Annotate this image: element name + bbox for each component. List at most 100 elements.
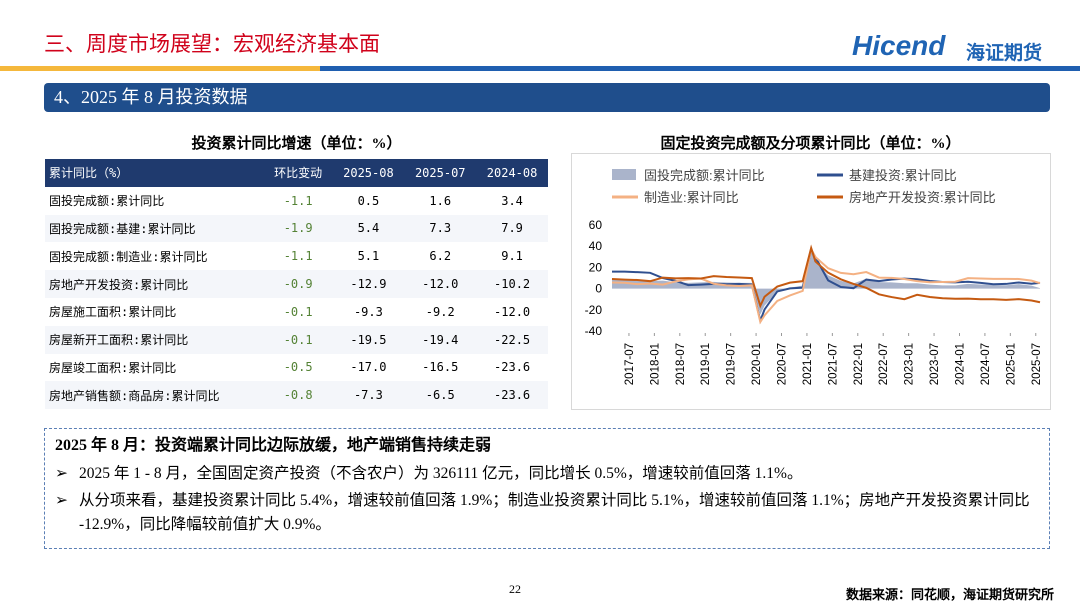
table-row: 房屋施工面积:累计同比 -0.1 -9.3 -9.2 -12.0 <box>45 298 548 326</box>
table-cell: 6.2 <box>429 249 452 264</box>
notes-box: 2025 年 8 月：投资端累计同比边际放缓，地产端销售持续走弱 ➢ 2025 年… <box>44 428 1050 549</box>
chart: -40 -20 0 20 40 60 2017-07 2018-01 2018-07 2019-0… <box>571 153 1051 410</box>
x-tick-label: 2018-07 <box>675 343 687 385</box>
table-cell: 固投完成额:基建:累计同比 <box>45 214 264 243</box>
x-tick-label: 2018-01 <box>649 343 661 385</box>
table-cell: -23.6 <box>476 381 548 410</box>
table-cell: -16.5 <box>422 360 459 375</box>
table-cell: -12.9 <box>332 270 405 298</box>
table-cell: -0.8 <box>263 381 333 410</box>
table-cell: -23.6 <box>494 360 531 375</box>
table-cell: -10.2 <box>476 270 548 298</box>
table-cell: 房屋施工面积:累计同比 <box>49 305 177 320</box>
table-cell: -1.1 <box>283 193 313 208</box>
y-tick-label: 40 <box>589 239 603 253</box>
logo-cn: 海证期货 <box>966 42 1043 64</box>
bullet-text: 2025 年 1 - 8 月，全国固定资产投资（不含农户）为 326111 亿元… <box>79 465 803 482</box>
table-cell: 房屋新开工面积:累计同比 <box>45 325 264 354</box>
x-tick-label: 2023-01 <box>904 343 916 385</box>
x-tick-label: 2021-07 <box>827 343 839 385</box>
table-cell: -6.5 <box>404 381 477 410</box>
table-row: 固投完成额:累计同比 -1.1 0.5 1.6 3.4 <box>45 187 548 215</box>
x-tick-label: 2023-07 <box>929 343 941 385</box>
column-header: 累计同比（%） <box>45 159 264 187</box>
table-cell: 房屋竣工面积:累计同比 <box>49 360 177 375</box>
table-cell: -17.0 <box>350 360 387 375</box>
column-header: 2025-08 <box>332 159 405 187</box>
column-header: 环比变动 <box>263 159 333 187</box>
y-tick-label: 60 <box>589 218 603 232</box>
table-cell: -22.5 <box>476 325 548 354</box>
x-tick-label: 2025-07 <box>1031 343 1043 385</box>
x-tick-label: 2019-07 <box>726 343 738 385</box>
legend-label: 房地产开发投资:累计同比 <box>849 190 996 205</box>
table-row: 房屋新开工面积:累计同比 -0.1 -19.5 -19.4 -22.5 <box>45 325 548 354</box>
table-cell: 固投完成额:制造业:累计同比 <box>49 249 208 264</box>
logo-en: Hicend <box>852 30 946 61</box>
table-title: 投资累计同比增速（单位：%） <box>191 136 402 152</box>
table-cell: 5.1 <box>357 249 380 264</box>
section-title: 4、2025 年 8 月投资数据 <box>44 83 1050 112</box>
legend-label: 固投完成额:累计同比 <box>644 168 765 183</box>
column-header: 2025-07 <box>404 159 477 187</box>
table-cell: -19.4 <box>404 325 477 354</box>
y-tick-label: 0 <box>595 282 602 296</box>
table-cell: -0.9 <box>263 270 333 298</box>
table-cell: 5.4 <box>332 214 405 243</box>
source: 数据来源：同花顺，海证期货研究所 <box>845 588 1054 603</box>
line <box>611 244 1041 309</box>
x-tick-label: 2017-07 <box>624 343 636 385</box>
table-cell: 7.9 <box>476 214 548 243</box>
stripe <box>0 66 320 71</box>
x-tick-label: 2020-01 <box>751 343 763 385</box>
table-cell: 固投完成额:累计同比 <box>49 194 165 209</box>
table-cell: -9.2 <box>425 304 455 319</box>
bullet: ➢ 2025 年 1 - 8 月，全国固定资产投资（不含农户）为 326111 亿… <box>55 459 1039 489</box>
column-header: 2024-08 <box>476 159 548 187</box>
table-cell: -9.3 <box>353 304 383 319</box>
page-number: 22 <box>509 582 521 596</box>
table-cell: 1.6 <box>429 193 452 208</box>
table-cell: -19.5 <box>332 325 405 354</box>
table-cell: 房地产销售额:商品房:累计同比 <box>45 381 264 410</box>
y-tick-label: -40 <box>585 324 603 338</box>
table-cell: -12.0 <box>404 270 477 298</box>
table-row: 房屋竣工面积:累计同比 -0.5 -17.0 -16.5 -23.6 <box>45 354 548 382</box>
table-cell: 3.4 <box>501 193 523 208</box>
x-tick-label: 2021-01 <box>802 343 814 385</box>
legend-label: 制造业:累计同比 <box>644 190 739 205</box>
table-cell: -0.1 <box>283 304 313 319</box>
y-tick-label: -20 <box>585 303 603 317</box>
table-row: 房地产销售额:商品房:累计同比 -0.8 -7.3 -6.5 -23.6 <box>45 381 548 410</box>
legend-label: 基建投资:累计同比 <box>849 168 957 183</box>
header-title: 三、周度市场展望：宏观经济基本面 <box>44 32 380 56</box>
notes-heading: 2025 年 8 月：投资端累计同比边际放缓，地产端销售持续走弱 <box>55 437 492 454</box>
table-row: 房地产开发投资:累计同比 -0.9 -12.9 -12.0 -10.2 <box>45 270 548 298</box>
x-tick-label: 2019-01 <box>700 343 712 385</box>
table-cell: -1.9 <box>263 214 333 243</box>
table-cell: 9.1 <box>501 249 523 264</box>
data-table: 累计同比（%） 环比变动 2025-08 2025-07 2024-08 固投完成额:累计… <box>45 159 548 410</box>
legend-swatch <box>612 169 636 180</box>
table-cell: -1.1 <box>283 249 313 264</box>
table-cell: -7.3 <box>332 381 405 410</box>
x-tick-label: 2024-01 <box>954 343 966 385</box>
table-cell: -12.0 <box>494 304 531 319</box>
table-cell: -0.5 <box>283 360 313 375</box>
x-tick-label: 2020-07 <box>777 343 789 385</box>
table-cell: 房地产开发投资:累计同比 <box>45 270 264 298</box>
bullet-text: 从分项来看，基建投资累计同比 5.4%，增速较前值回落 1.9%；制造业投资累计… <box>79 492 1030 533</box>
x-tick-label: 2024-07 <box>980 343 992 385</box>
table-cell: 7.3 <box>404 214 477 243</box>
bullet: ➢ 从分项来看，基建投资累计同比 5.4%，增速较前值回落 1.9%；制造业投资累… <box>55 489 1039 537</box>
table-row: 固投完成额:基建:累计同比 -1.9 5.4 7.3 7.9 <box>45 214 548 243</box>
line <box>611 246 1041 325</box>
table-row: 固投完成额:制造业:累计同比 -1.1 5.1 6.2 9.1 <box>45 242 548 270</box>
x-tick-label: 2022-07 <box>878 343 890 385</box>
table-cell: 0.5 <box>357 193 380 208</box>
stripe <box>320 66 1080 71</box>
y-tick-label: 20 <box>589 260 603 274</box>
area <box>612 251 1040 315</box>
table-cell: -0.1 <box>263 325 333 354</box>
